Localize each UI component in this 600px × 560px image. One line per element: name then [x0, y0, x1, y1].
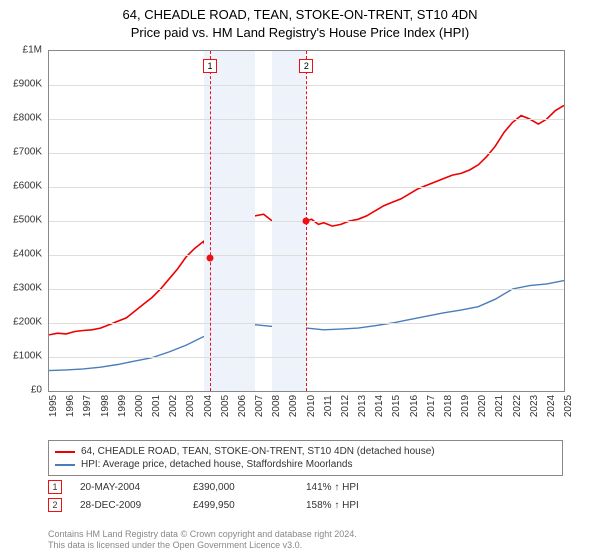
x-tick-label: 2013 [357, 395, 368, 417]
legend-item: HPI: Average price, detached house, Staf… [55, 458, 556, 471]
y-tick-label: £1M [23, 45, 42, 56]
marker-line [210, 51, 211, 391]
y-tick-label: £300K [13, 283, 42, 294]
marker-label: 1 [203, 59, 217, 73]
x-tick-label: 2014 [374, 395, 385, 417]
x-tick-label: 2017 [426, 395, 437, 417]
y-axis-labels: £0£100K£200K£300K£400K£500K£600K£700K£80… [0, 50, 44, 390]
x-tick-label: 1999 [117, 395, 128, 417]
legend-swatch [55, 451, 75, 453]
transaction-list: 1 20-MAY-2004 £390,000 141% ↑ HPI 2 28-DEC-20… [48, 478, 563, 514]
x-tick-label: 1995 [48, 395, 59, 417]
y-tick-label: £500K [13, 215, 42, 226]
x-tick-label: 2002 [168, 395, 179, 417]
transaction-marker: 2 [48, 498, 62, 512]
legend-item: 64, CHEADLE ROAD, TEAN, STOKE-ON-TRENT, … [55, 445, 556, 458]
x-tick-label: 2008 [271, 395, 282, 417]
x-tick-label: 2021 [494, 395, 505, 417]
x-tick-label: 2001 [151, 395, 162, 417]
x-tick-label: 2015 [391, 395, 402, 417]
x-tick-label: 1997 [82, 395, 93, 417]
x-tick-label: 2016 [409, 395, 420, 417]
y-tick-label: £0 [31, 385, 42, 396]
transaction-row: 2 28-DEC-2009 £499,950 158% ↑ HPI [48, 496, 563, 514]
plot-container: 12 [48, 50, 563, 390]
title-line-1: 64, CHEADLE ROAD, TEAN, STOKE-ON-TRENT, … [0, 6, 600, 24]
x-tick-label: 2003 [185, 395, 196, 417]
chart-container: 64, CHEADLE ROAD, TEAN, STOKE-ON-TRENT, … [0, 0, 600, 560]
y-tick-label: £100K [13, 351, 42, 362]
y-tick-label: £600K [13, 181, 42, 192]
chart-title: 64, CHEADLE ROAD, TEAN, STOKE-ON-TRENT, … [0, 0, 600, 41]
plot-area: 12 [48, 50, 565, 392]
y-tick-label: £900K [13, 79, 42, 90]
footer-line-2: This data is licensed under the Open Gov… [48, 540, 563, 552]
transaction-pct: 158% ↑ HPI [306, 500, 401, 511]
transaction-date: 20-MAY-2004 [80, 482, 175, 493]
x-tick-label: 2010 [306, 395, 317, 417]
marker-label: 2 [299, 59, 313, 73]
x-tick-label: 2005 [220, 395, 231, 417]
x-tick-label: 2020 [477, 395, 488, 417]
x-tick-label: 2019 [460, 395, 471, 417]
footer-line-1: Contains HM Land Registry data © Crown c… [48, 529, 563, 541]
legend-label: HPI: Average price, detached house, Staf… [81, 459, 352, 470]
legend: 64, CHEADLE ROAD, TEAN, STOKE-ON-TRENT, … [48, 440, 563, 476]
y-tick-label: £200K [13, 317, 42, 328]
transaction-pct: 141% ↑ HPI [306, 482, 401, 493]
transaction-date: 28-DEC-2009 [80, 500, 175, 511]
x-tick-label: 1998 [100, 395, 111, 417]
legend-swatch [55, 464, 75, 466]
x-tick-label: 2018 [443, 395, 454, 417]
x-tick-label: 2009 [288, 395, 299, 417]
x-tick-label: 1996 [65, 395, 76, 417]
x-axis-labels: 1995 1996 1997 1998 1999 2000 2001 2002 2003 2004… [48, 392, 563, 437]
marker-dot [207, 255, 214, 262]
x-tick-label: 2024 [546, 395, 557, 417]
y-tick-label: £700K [13, 147, 42, 158]
x-tick-label: 2022 [512, 395, 523, 417]
legend-label: 64, CHEADLE ROAD, TEAN, STOKE-ON-TRENT, … [81, 446, 435, 457]
y-tick-label: £800K [13, 113, 42, 124]
title-line-2: Price paid vs. HM Land Registry's House … [0, 24, 600, 42]
transaction-price: £390,000 [193, 482, 288, 493]
x-tick-label: 2004 [203, 395, 214, 417]
transaction-marker: 1 [48, 480, 62, 494]
footer-attribution: Contains HM Land Registry data © Crown c… [48, 529, 563, 552]
transaction-row: 1 20-MAY-2004 £390,000 141% ↑ HPI [48, 478, 563, 496]
x-tick-label: 2007 [254, 395, 265, 417]
y-tick-label: £400K [13, 249, 42, 260]
marker-dot [303, 218, 310, 225]
x-tick-label: 2011 [323, 395, 334, 417]
x-tick-label: 2025 [563, 395, 574, 417]
x-tick-label: 2012 [340, 395, 351, 417]
x-tick-label: 2006 [237, 395, 248, 417]
x-tick-label: 2023 [529, 395, 540, 417]
x-tick-label: 2000 [134, 395, 145, 417]
transaction-price: £499,950 [193, 500, 288, 511]
